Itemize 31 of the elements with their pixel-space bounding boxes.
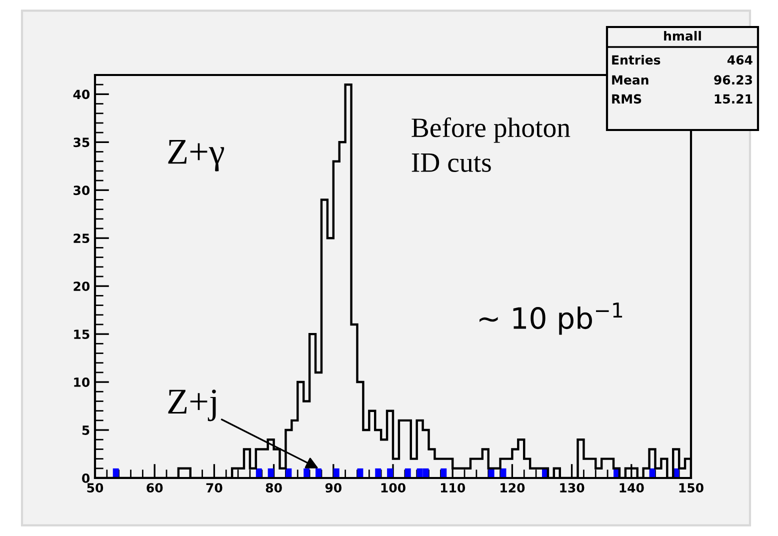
text: 96.23 [714, 75, 752, 85]
x-tick-label: 130 [560, 483, 584, 493]
text: hmall [664, 30, 701, 41]
x-tick-label: 140 [620, 483, 644, 493]
y-tick-label: 15 [74, 330, 90, 339]
text: Entries [612, 54, 660, 65]
annotation: ~ 10 pb$^{−1}$ [480, 302, 622, 335]
y-tick-label: 30 [74, 186, 90, 196]
text: 464 [727, 55, 752, 65]
x-tick-label: 110 [440, 483, 466, 493]
y-tick-label: 10 [74, 378, 90, 387]
y-tick-label: 25 [74, 234, 90, 244]
y-tick-label: 35 [74, 138, 90, 148]
annotation: RMS [612, 94, 642, 104]
x-tick-label: 70 [206, 483, 222, 493]
x-tick-label: 100 [381, 483, 406, 493]
text: 15.21 [714, 94, 752, 104]
y-tick-label: 0 [82, 473, 90, 483]
annotation: Z+j [168, 390, 216, 422]
x-tick-label: 150 [679, 483, 704, 493]
annotation: Before photon ID cuts [412, 117, 570, 172]
x-tick-label: 120 [500, 483, 525, 493]
y-tick-label: 5 [82, 426, 90, 435]
x-tick-label: 80 [266, 483, 282, 493]
y-tick-label: 20 [74, 282, 90, 292]
x-tick-label: 60 [146, 483, 163, 493]
annotation: Z+γ [168, 140, 224, 172]
x-tick-label: 90 [325, 483, 342, 493]
annotation: Mean [612, 75, 648, 85]
y-tick-label: 40 [73, 90, 90, 100]
x-tick-label: 50 [87, 483, 104, 493]
